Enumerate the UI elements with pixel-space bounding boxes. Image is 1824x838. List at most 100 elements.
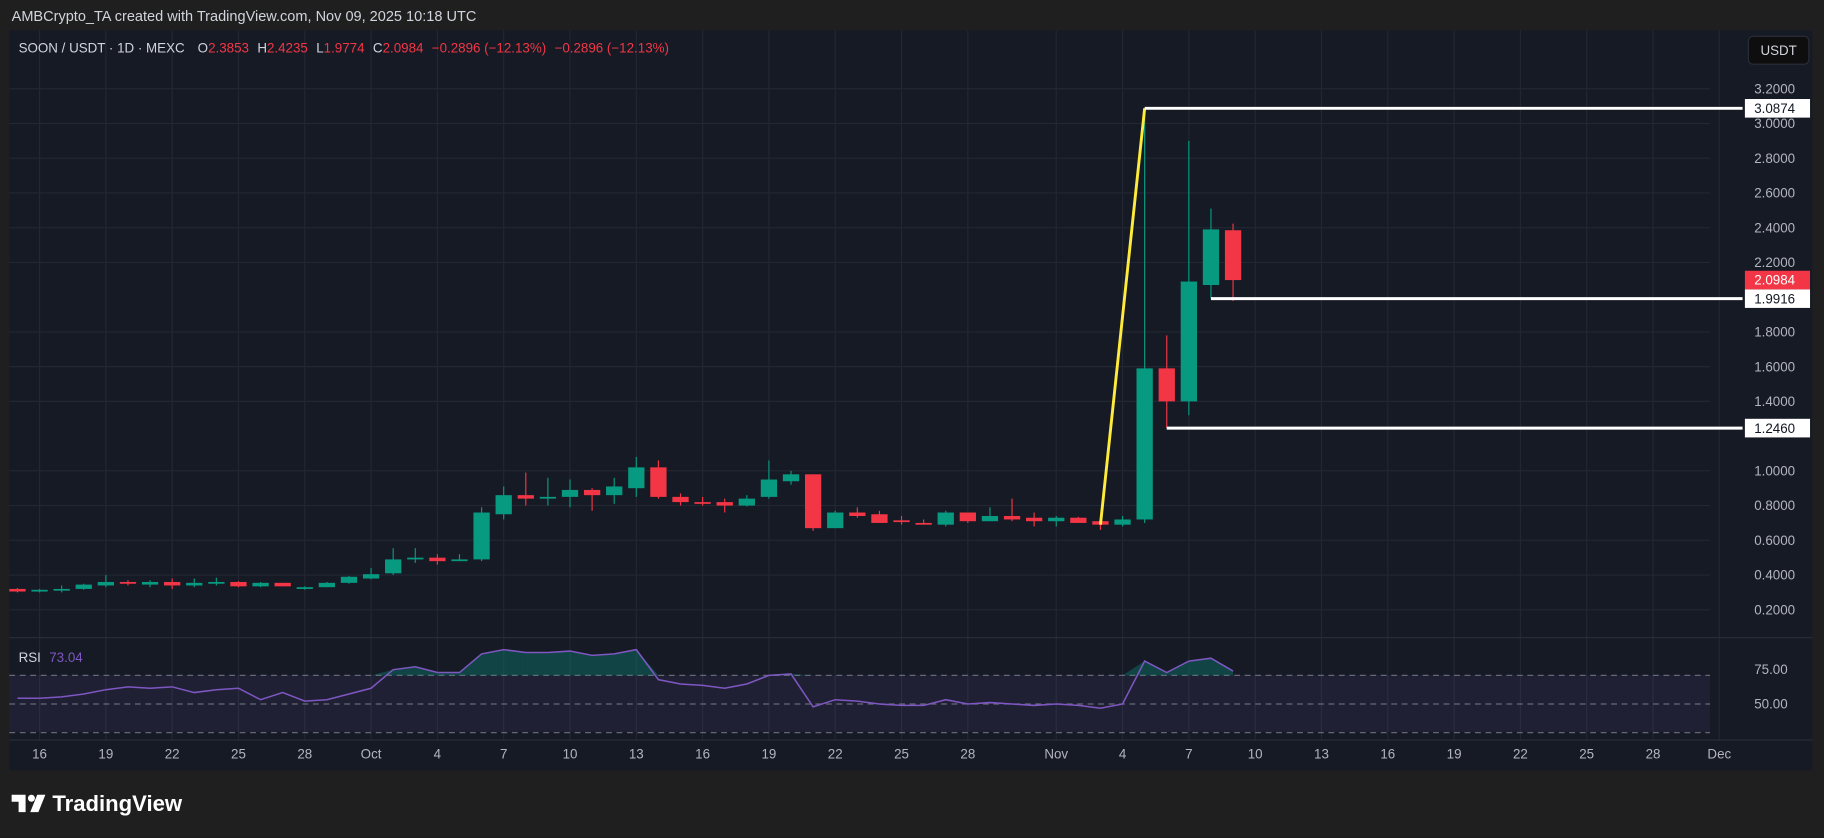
- rsi-line: [17, 648, 1234, 710]
- legend-change: −0.2896 (−12.13%): [432, 41, 546, 56]
- x-tick-label: Oct: [361, 747, 382, 762]
- candle-body: [1180, 281, 1197, 402]
- candle: [628, 456, 645, 497]
- legend-open-label: O: [198, 41, 208, 56]
- candle-body: [1048, 517, 1065, 522]
- candle: [252, 581, 269, 588]
- y-tick-label: 2.6000: [1754, 186, 1795, 201]
- legend-close: 2.0984: [383, 41, 424, 56]
- rsi-overbought-fill: [1210, 658, 1234, 676]
- rsi-overbought-fill: [1188, 658, 1211, 676]
- candle: [9, 588, 26, 593]
- currency-button-label: USDT: [1760, 43, 1796, 58]
- x-tick-label: 16: [32, 747, 47, 762]
- candle-body: [208, 581, 225, 584]
- candle-body: [274, 582, 291, 587]
- y-tick-label: 2.4000: [1754, 220, 1795, 235]
- candle-body: [119, 581, 137, 584]
- candle: [1202, 208, 1220, 299]
- trendline[interactable]: [1099, 108, 1147, 525]
- y-tick-label: 3.2000: [1754, 81, 1795, 96]
- candle-body: [296, 587, 313, 589]
- candle-body: [827, 512, 844, 529]
- candle: [827, 510, 844, 529]
- tradingview-wordmark: TradingView: [52, 791, 183, 816]
- candle: [716, 498, 733, 513]
- candle: [760, 460, 778, 499]
- candle-body: [429, 557, 446, 562]
- tradingview-logo-icon: [11, 794, 46, 813]
- candle: [164, 578, 181, 589]
- candle-body: [1070, 517, 1087, 523]
- candle-body: [583, 489, 601, 496]
- rsi-overbought-fill: [614, 649, 637, 676]
- candle-body: [473, 512, 490, 560]
- candle: [893, 515, 910, 525]
- candle: [362, 568, 380, 580]
- candle: [539, 477, 557, 506]
- candle: [385, 548, 402, 576]
- candle: [738, 495, 755, 507]
- level-price-label: 1.9916: [1754, 291, 1795, 306]
- candle-body: [1003, 515, 1021, 520]
- rsi-overbought-fill: [547, 651, 570, 676]
- candle-body: [362, 574, 380, 579]
- candle: [672, 493, 689, 506]
- rsi-overbought-fill: [503, 649, 526, 676]
- x-tick-label: 25: [231, 747, 246, 762]
- candle-body: [716, 502, 733, 506]
- candle: [981, 507, 999, 522]
- candle-body: [628, 467, 645, 489]
- candle-body: [230, 581, 247, 587]
- price-axis[interactable]: 3.2000 3.0000 2.8000 2.6000 2.4000 2.2000 1.80…: [1744, 81, 1811, 712]
- candle: [473, 507, 490, 562]
- x-tick-label: 16: [1380, 747, 1395, 762]
- candle: [606, 477, 623, 504]
- legend-change-2: −0.2896 (−12.13%): [555, 41, 669, 56]
- y-tick-label: 1.4000: [1754, 394, 1795, 409]
- x-tick-label: 4: [434, 747, 442, 762]
- candle-body: [340, 576, 358, 583]
- tradingview-logo: TradingView: [11, 791, 183, 816]
- x-tick-label: 22: [165, 747, 180, 762]
- drawings[interactable]: [1099, 106, 1743, 525]
- candle: [583, 488, 601, 511]
- candles: [9, 108, 1242, 593]
- y-tick-label: 0.4000: [1754, 568, 1795, 583]
- candle-body: [1026, 517, 1043, 522]
- level-price-label: 3.0874: [1754, 101, 1795, 116]
- legend-symbol[interactable]: SOON / USDT · 1D · MEXC: [19, 41, 185, 56]
- candle: [429, 554, 446, 565]
- candle: [561, 479, 579, 508]
- time-axis[interactable]: 16 19 22 25 28 Oct 4 7 10 13 16 19 22 25 28 Nov 4 7 10 13 16…: [32, 747, 1731, 762]
- candle-body: [1158, 368, 1175, 402]
- candle-body: [318, 582, 336, 588]
- candle: [1048, 515, 1065, 527]
- candle-body: [141, 581, 159, 585]
- candle: [119, 580, 137, 586]
- currency-button[interactable]: USDT: [1747, 35, 1810, 65]
- candle-body: [385, 559, 402, 574]
- rsi-label[interactable]: RSI: [19, 650, 41, 665]
- chart-panel: [9, 30, 1813, 771]
- candle-body: [937, 512, 954, 525]
- rsi-overbought-fill: [636, 649, 659, 676]
- candle: [1180, 140, 1197, 416]
- y-tick-label: 0.8000: [1754, 498, 1795, 513]
- legend-close-label: C: [373, 41, 383, 56]
- candle: [141, 580, 159, 588]
- candle-body: [981, 515, 999, 522]
- watermark-text: AMBCrypto_TA created with TradingView.co…: [12, 9, 477, 25]
- x-tick-label: 10: [563, 747, 578, 762]
- candle: [318, 581, 336, 588]
- rsi-y-tick-label: 75.00: [1754, 662, 1787, 677]
- chart-legend: SOON / USDT · 1D · MEXC O2.3853 H2.4235 …: [19, 41, 669, 56]
- x-tick-label: Dec: [1707, 747, 1731, 762]
- candle-body: [849, 512, 866, 516]
- legend-open: 2.3853: [208, 41, 249, 56]
- y-tick-label: 1.6000: [1754, 359, 1795, 374]
- legend-high: 2.4235: [267, 41, 308, 56]
- candle-body: [1114, 519, 1131, 525]
- candle: [407, 548, 424, 563]
